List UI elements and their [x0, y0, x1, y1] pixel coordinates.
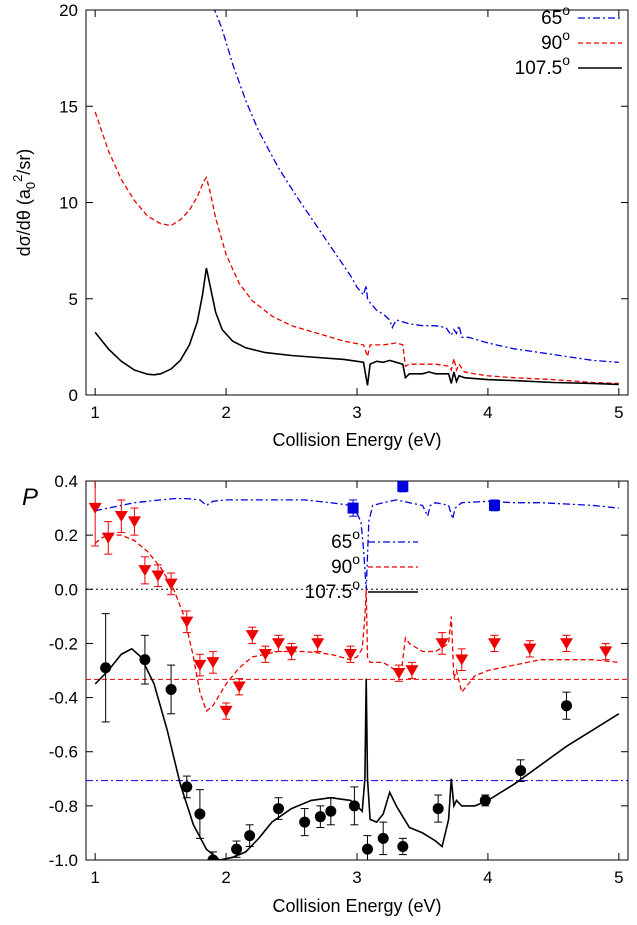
y-axis-label: dσ/dθ (a02/sr)	[10, 149, 38, 257]
legend-label: 90o	[331, 551, 360, 578]
data-point	[127, 516, 141, 528]
y-tick-label: -0.2	[49, 634, 78, 653]
data-point	[347, 502, 359, 514]
series-line-2	[94, 267, 619, 386]
data-point	[193, 659, 207, 671]
legend-label: 90o	[541, 27, 570, 54]
data-point	[397, 840, 409, 852]
data-point	[311, 638, 325, 650]
legend-label: 107.5o	[305, 576, 361, 603]
x-tick-label: 5	[614, 403, 623, 422]
data-point	[272, 803, 284, 815]
data-point	[487, 638, 501, 650]
x-tick-label: 3	[352, 403, 361, 422]
data-point	[599, 646, 613, 658]
data-point	[245, 630, 259, 642]
series-line-1	[94, 111, 619, 385]
data-point	[101, 532, 115, 544]
x-tick-label: 3	[352, 868, 361, 887]
x-tick-label: 4	[483, 868, 492, 887]
data-point	[181, 781, 193, 793]
data-point	[361, 843, 373, 855]
data-point	[392, 668, 406, 680]
data-point	[139, 654, 151, 666]
data-point	[165, 683, 177, 695]
series-line-0	[213, 10, 619, 363]
x-tick-label: 2	[221, 403, 230, 422]
y-tick-label: 0.0	[54, 580, 78, 599]
x-axis-label: Collision Energy (eV)	[272, 430, 441, 450]
data-point	[100, 662, 112, 674]
y-tick-label: -0.4	[49, 689, 78, 708]
data-point	[432, 803, 444, 815]
data-point	[523, 643, 537, 655]
data-point	[232, 681, 246, 693]
cross-section-chart: 1 2 3 4 5 0 5 10 15 20 Collision Energy (eV) dσ/dθ …	[10, 1, 629, 450]
data-point	[138, 565, 152, 577]
data-point	[405, 665, 419, 677]
data-point	[180, 616, 194, 628]
x-tick-label: 1	[90, 403, 99, 422]
y-tick-label: -0.8	[49, 797, 78, 816]
y-tick-label: 0	[69, 386, 78, 405]
data-point	[88, 502, 102, 514]
data-point	[343, 649, 357, 661]
data-point	[488, 499, 500, 511]
y-tick-label: 15	[59, 97, 78, 116]
data-point	[231, 843, 243, 855]
y-axis-label: P	[22, 484, 38, 511]
data-point	[271, 638, 285, 650]
series-line-2	[94, 647, 620, 860]
data-point	[299, 816, 311, 828]
data-point	[206, 657, 220, 669]
series-line-1	[94, 534, 619, 713]
y-tick-label: -1.0	[49, 851, 78, 870]
y-tick-label: 0.2	[54, 526, 78, 545]
data-point	[258, 649, 272, 661]
legend-label: 65o	[331, 526, 360, 553]
x-axis-label: Collision Energy (eV)	[272, 896, 441, 916]
y-tick-label: 5	[69, 290, 78, 309]
data-point	[515, 765, 527, 777]
y-tick-label: 10	[59, 194, 78, 213]
data-point	[559, 638, 573, 650]
x-tick-label: 4	[483, 403, 492, 422]
data-point	[244, 830, 256, 842]
data-point	[285, 646, 299, 658]
y-tick-label: -0.6	[49, 743, 78, 762]
x-tick-label: 2	[221, 868, 230, 887]
data-point	[397, 481, 409, 492]
data-point	[325, 805, 337, 817]
data-point	[560, 700, 572, 712]
y-tick-label: 20	[59, 1, 78, 20]
data-point	[164, 578, 178, 590]
polarization-chart: 1 2 3 4 5 -1.0 -0.8 -0.6 -0.4 -0.2 0.0 0.2 0.4 Collis…	[22, 472, 629, 916]
data-point	[314, 811, 326, 823]
data-point	[348, 800, 360, 812]
data-point	[435, 638, 449, 650]
legend-label: 107.5o	[515, 52, 571, 79]
legend-label: 65o	[541, 2, 570, 29]
x-tick-label: 5	[614, 868, 623, 887]
data-point	[151, 570, 165, 582]
data-point	[377, 832, 389, 844]
y-tick-label: 0.4	[54, 472, 78, 491]
series-line-0	[95, 497, 619, 590]
x-tick-label: 1	[90, 868, 99, 887]
data-point	[207, 854, 219, 860]
plot-area	[94, 10, 619, 386]
data-point	[194, 808, 206, 820]
data-point	[455, 654, 469, 666]
data-point	[114, 510, 128, 523]
data-point	[479, 794, 491, 806]
plot-area	[86, 481, 628, 860]
data-point	[219, 705, 233, 717]
